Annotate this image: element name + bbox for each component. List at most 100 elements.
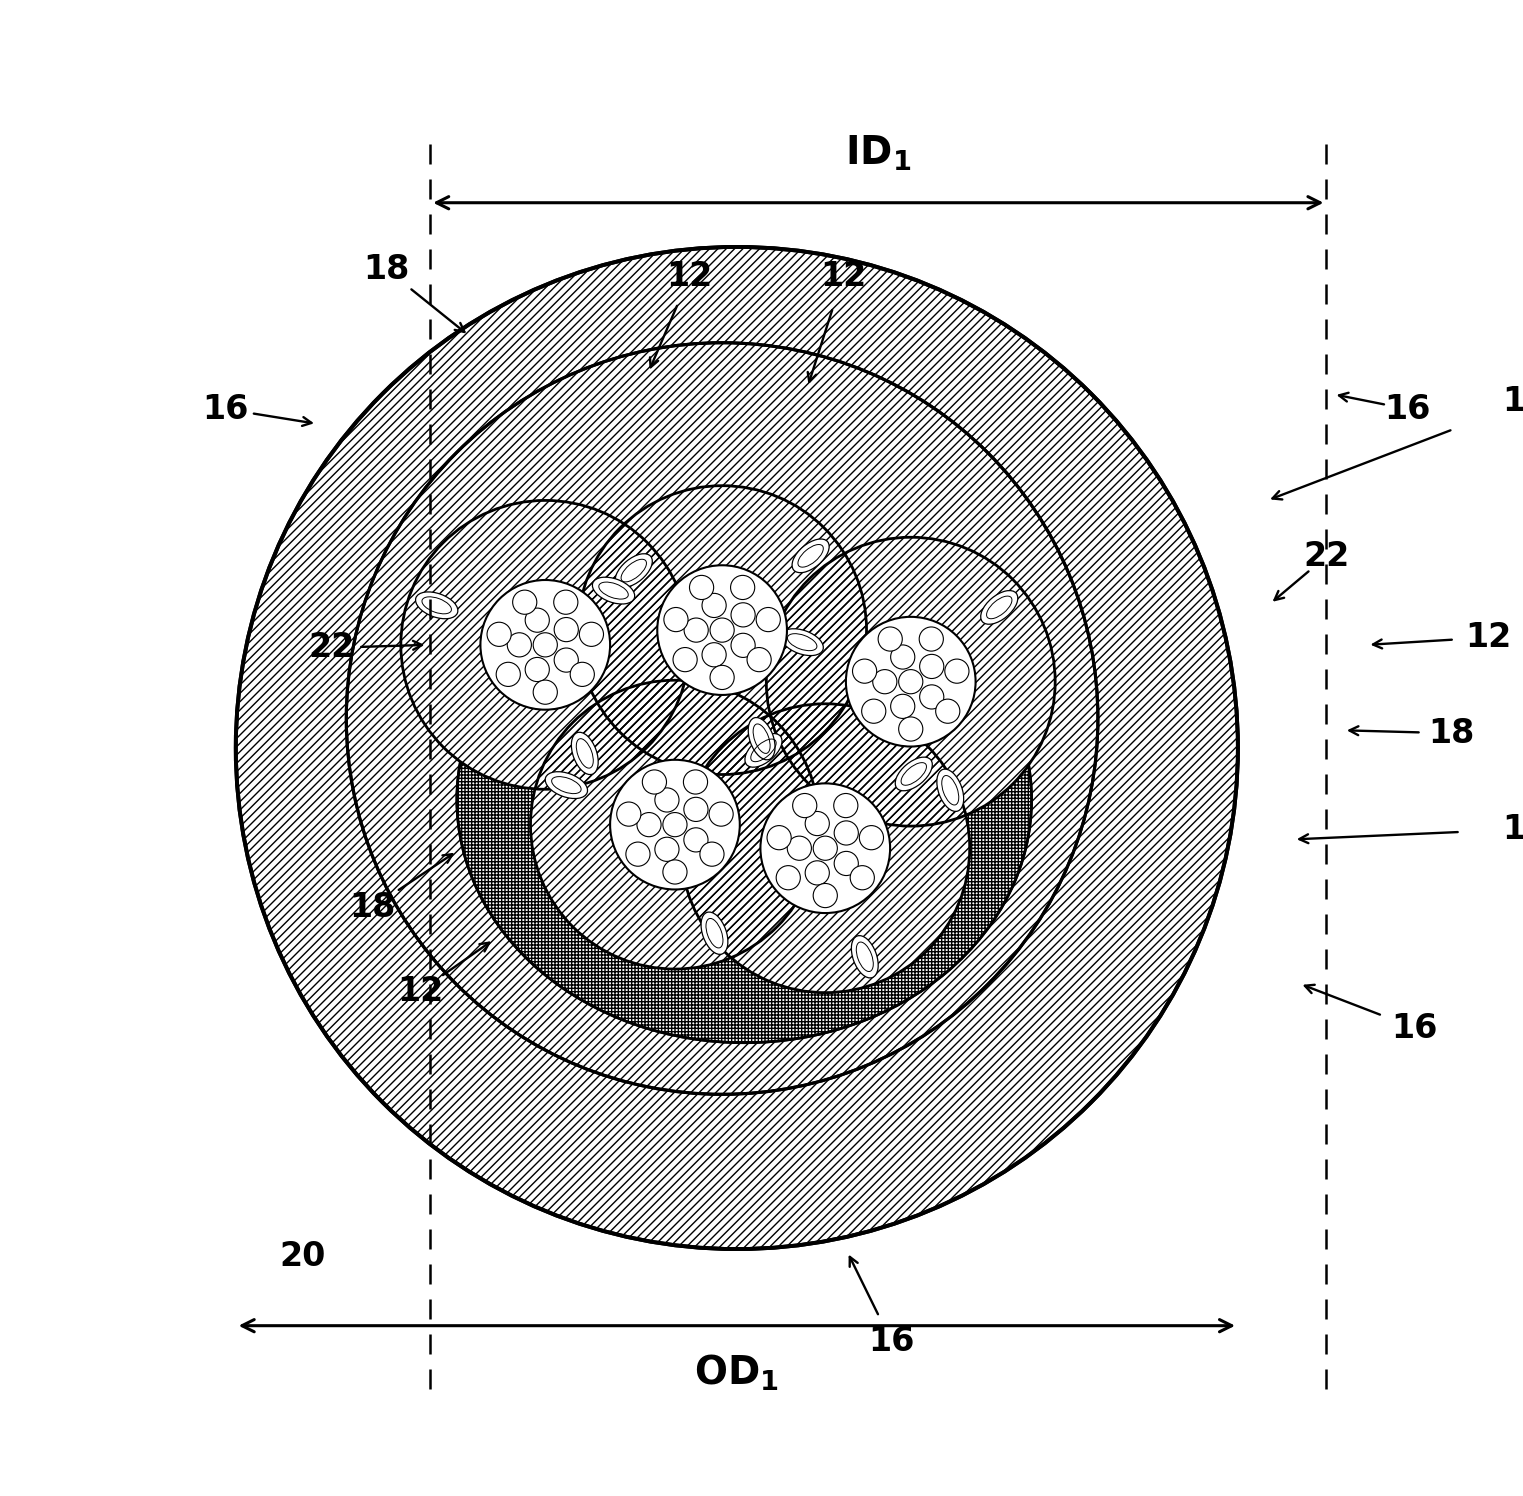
Circle shape [813, 836, 838, 860]
Circle shape [879, 627, 902, 651]
Circle shape [525, 607, 550, 633]
Circle shape [920, 627, 943, 651]
Circle shape [806, 811, 830, 836]
Circle shape [346, 343, 1098, 1094]
Circle shape [935, 699, 959, 723]
Circle shape [577, 486, 867, 775]
Circle shape [899, 670, 923, 694]
Circle shape [663, 860, 687, 884]
Circle shape [873, 670, 897, 694]
Circle shape [480, 580, 611, 709]
Text: 12: 12 [1465, 621, 1511, 654]
Text: 18: 18 [350, 890, 396, 923]
Circle shape [513, 589, 536, 615]
Ellipse shape [748, 718, 775, 760]
Text: 16: 16 [868, 1325, 915, 1358]
Circle shape [684, 770, 708, 794]
Circle shape [554, 618, 579, 642]
Circle shape [835, 821, 859, 845]
Text: 16: 16 [1392, 1011, 1438, 1044]
Ellipse shape [851, 935, 879, 978]
Circle shape [710, 666, 734, 690]
Circle shape [554, 589, 577, 615]
Circle shape [768, 826, 792, 850]
Circle shape [920, 654, 944, 679]
Circle shape [702, 643, 726, 667]
Circle shape [533, 681, 557, 705]
Circle shape [701, 842, 723, 866]
Circle shape [579, 622, 603, 646]
Ellipse shape [981, 591, 1017, 624]
Circle shape [637, 812, 661, 836]
Circle shape [236, 247, 1238, 1249]
Circle shape [507, 633, 532, 657]
Circle shape [684, 797, 708, 821]
Circle shape [833, 793, 857, 818]
Ellipse shape [696, 796, 737, 823]
Ellipse shape [571, 732, 599, 775]
Circle shape [760, 784, 889, 913]
Circle shape [757, 607, 780, 631]
Circle shape [920, 685, 944, 709]
Circle shape [850, 866, 874, 890]
Text: 10: 10 [1502, 384, 1523, 419]
Circle shape [617, 802, 641, 826]
Ellipse shape [592, 577, 635, 604]
Text: 22: 22 [309, 631, 355, 664]
Circle shape [891, 645, 915, 669]
Ellipse shape [615, 554, 652, 588]
Circle shape [748, 648, 771, 672]
Text: 22: 22 [1304, 540, 1349, 573]
Ellipse shape [545, 772, 588, 799]
Circle shape [673, 648, 698, 672]
Ellipse shape [745, 733, 781, 767]
Circle shape [690, 576, 714, 600]
Circle shape [684, 827, 708, 851]
Circle shape [664, 607, 688, 631]
Circle shape [853, 660, 877, 684]
Ellipse shape [781, 628, 824, 655]
Circle shape [655, 838, 679, 862]
Circle shape [487, 622, 512, 646]
Circle shape [626, 842, 650, 866]
Circle shape [525, 657, 550, 682]
Circle shape [792, 793, 816, 818]
Circle shape [655, 788, 679, 812]
Circle shape [681, 703, 970, 993]
Circle shape [845, 616, 976, 747]
Circle shape [944, 660, 969, 684]
Circle shape [533, 633, 557, 657]
Circle shape [496, 663, 521, 687]
Circle shape [702, 594, 726, 618]
Circle shape [663, 812, 687, 836]
Text: 14: 14 [1502, 812, 1523, 845]
Ellipse shape [792, 539, 829, 573]
Text: 18: 18 [1429, 717, 1474, 749]
Ellipse shape [416, 592, 458, 619]
Ellipse shape [701, 913, 728, 954]
Circle shape [570, 663, 594, 687]
Text: 16: 16 [1384, 392, 1430, 425]
Text: $\mathbf{ID_1}$: $\mathbf{ID_1}$ [845, 135, 911, 174]
Circle shape [554, 648, 579, 672]
Text: 16: 16 [203, 392, 248, 425]
Circle shape [806, 860, 830, 886]
Circle shape [766, 537, 1055, 826]
Circle shape [835, 851, 859, 875]
Circle shape [891, 694, 915, 718]
Ellipse shape [457, 557, 1031, 1043]
Circle shape [787, 836, 812, 860]
Text: 20: 20 [279, 1240, 326, 1273]
Circle shape [859, 826, 883, 850]
Circle shape [899, 717, 923, 741]
Circle shape [643, 770, 667, 794]
Text: 12: 12 [398, 975, 443, 1008]
Circle shape [777, 866, 801, 890]
Circle shape [684, 618, 708, 642]
Circle shape [658, 565, 787, 696]
Circle shape [710, 618, 734, 642]
Circle shape [813, 884, 838, 908]
Circle shape [530, 681, 819, 969]
Text: $\mathbf{OD_1}$: $\mathbf{OD_1}$ [694, 1352, 780, 1393]
Text: 12: 12 [819, 260, 867, 293]
